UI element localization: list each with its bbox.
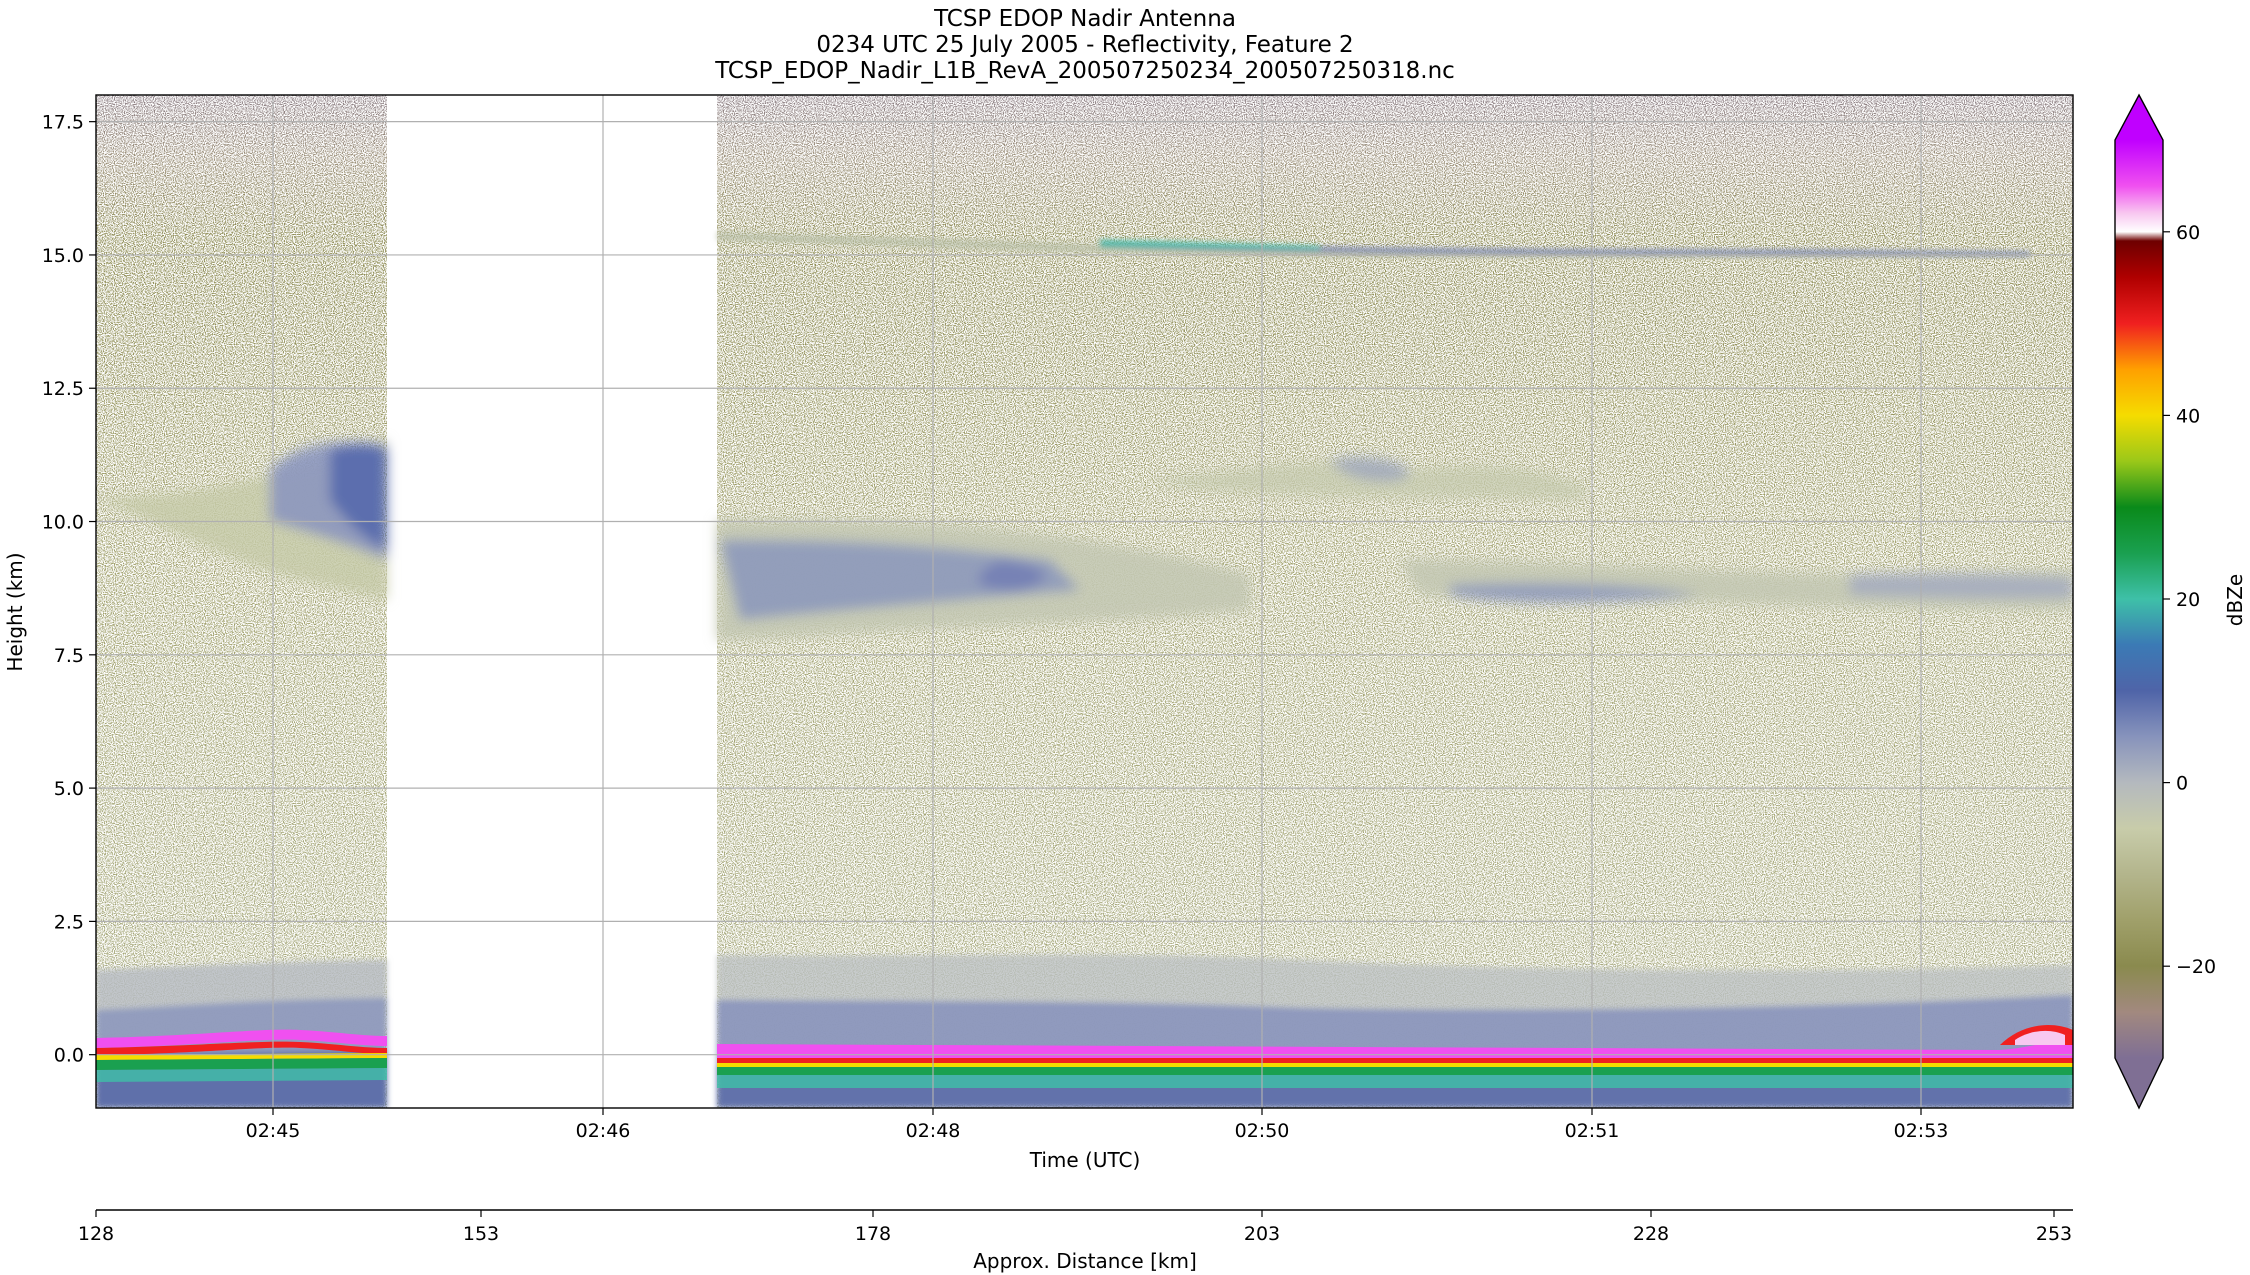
title-line-1: TCSP EDOP Nadir Antenna [933, 6, 1236, 32]
x-tick-label: 02:51 [1565, 1120, 1620, 1142]
x-tick-label: 02:46 [576, 1120, 631, 1142]
title-line-3: TCSP_EDOP_Nadir_L1B_RevA_200507250234_20… [714, 58, 1455, 84]
distance-tick-label: 203 [1244, 1223, 1280, 1245]
y-tick-label: 17.5 [42, 112, 84, 134]
colorbar-tick-label: −20 [2176, 956, 2216, 978]
colorbar-tick-label: 40 [2176, 405, 2200, 427]
y-tick-label: 10.0 [42, 512, 84, 534]
y-tick-label: 5.0 [54, 778, 84, 800]
chart-title: TCSP EDOP Nadir Antenna 0234 UTC 25 July… [714, 6, 1455, 84]
distance-axis: 128 153 178 203 228 253 [78, 1210, 2072, 1245]
anvil-cloud [96, 440, 2073, 640]
distance-tick-label: 128 [78, 1223, 114, 1245]
colorbar-body [2115, 140, 2163, 1058]
x-axis-label: Time (UTC) [1029, 1148, 1141, 1172]
colorbar: −20 0 20 40 60 dBZe [2114, 93, 2247, 1110]
colorbar-tick-label: 0 [2176, 773, 2188, 795]
distance-tick-label: 153 [463, 1223, 499, 1245]
distance-tick-label: 228 [1633, 1223, 1669, 1245]
title-line-2: 0234 UTC 25 July 2005 - Reflectivity, Fe… [816, 32, 1353, 58]
x-tick-label: 02:50 [1235, 1120, 1290, 1142]
colorbar-max-extension [2115, 95, 2163, 140]
plot-area [96, 95, 2073, 1108]
x-tick-label: 02:48 [906, 1120, 961, 1142]
y-axis-label: Height (km) [3, 552, 27, 671]
colorbar-outline [2114, 93, 2164, 1110]
distance-axis-label: Approx. Distance [km] [973, 1249, 1197, 1273]
surface-return [96, 1025, 2073, 1088]
colorbar-min-extension [2115, 1058, 2163, 1108]
y-tick-label: 15.0 [42, 245, 84, 267]
cirrus-layer [717, 232, 2030, 257]
distance-tick-label: 253 [2036, 1223, 2072, 1245]
distance-tick-label: 178 [855, 1223, 891, 1245]
x-tick-label: 02:45 [246, 1120, 301, 1142]
grid-lines [96, 95, 2073, 1108]
y-tick-label: 2.5 [54, 911, 84, 933]
colorbar-tick-label: 60 [2176, 222, 2200, 244]
y-tick-label: 0.0 [54, 1045, 84, 1067]
colorbar-label: dBZe [2223, 574, 2247, 626]
y-tick-label: 7.5 [54, 645, 84, 667]
x-axis: 02:45 02:46 02:48 02:50 02:51 02:53 [246, 1108, 1949, 1142]
y-axis: 0.0 2.5 5.0 7.5 10.0 12.5 15.0 17.5 [42, 112, 96, 1067]
colorbar-ticks: −20 0 20 40 60 [2163, 222, 2216, 978]
y-tick-label: 12.5 [42, 378, 84, 400]
x-tick-label: 02:53 [1894, 1120, 1949, 1142]
plot-frame [95, 94, 2074, 1109]
colorbar-tick-label: 20 [2176, 589, 2200, 611]
